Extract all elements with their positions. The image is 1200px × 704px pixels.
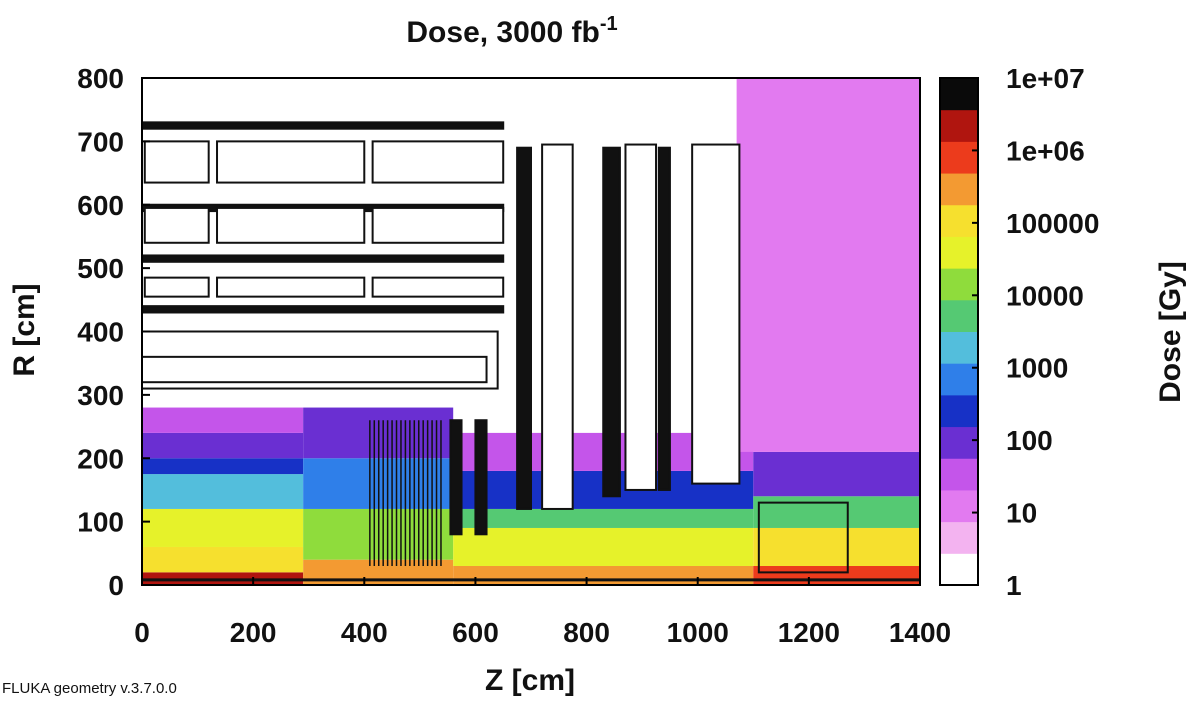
barrel-box-top-2 (371, 140, 505, 184)
endcap-disk-2 (657, 146, 671, 491)
barrel-band-2 (142, 254, 505, 263)
colorbar-swatch (940, 363, 978, 396)
x-axis-title: Z [cm] (485, 664, 575, 697)
endcap-frame-1 (624, 143, 658, 491)
endcap-ring-0 (449, 419, 463, 536)
y-tick-label: 400 (77, 317, 124, 348)
colorbar-tick-label: 1e+07 (1006, 63, 1085, 94)
forward-calorimeter-outline (757, 501, 849, 574)
colorbar-swatch (940, 78, 978, 111)
barrel-box-top-0 (143, 140, 210, 184)
inner-barrel-core (142, 355, 488, 384)
dose-region-18 (753, 496, 920, 528)
dose-region-11 (453, 565, 754, 585)
colorbar-swatch (940, 521, 978, 554)
dose-region-20 (736, 78, 920, 452)
x-axis: 0 200 400 600 800 1000 1200 1400 (134, 577, 951, 648)
y-tick-label: 0 (108, 570, 124, 601)
dose-region-1 (142, 546, 304, 573)
detector-geometry (142, 121, 920, 582)
y-axis-title: R [cm] (8, 283, 41, 376)
x-tick-label: 1000 (667, 617, 729, 648)
y-tick-label: 100 (77, 507, 124, 538)
barrel-box-top-1 (216, 140, 366, 184)
colorbar-swatch (940, 141, 978, 174)
endcap-disk-1 (602, 146, 621, 498)
dose-region-19 (753, 451, 920, 497)
barrel-box-low-0 (143, 276, 210, 298)
barrel-box-mid-1 (216, 206, 366, 244)
dose-region-13 (453, 508, 754, 528)
endcap-frame-2 (691, 143, 741, 485)
endcap-disk-0 (516, 146, 532, 510)
colorbar-swatch (940, 394, 978, 428)
dose-region-4 (142, 458, 304, 475)
colorbar-tick-label: 100 (1006, 425, 1053, 456)
dose-region-16 (753, 565, 920, 585)
colorbar-swatch (940, 204, 978, 237)
x-tick-label: 400 (341, 617, 388, 648)
x-tick-label: 1200 (778, 617, 840, 648)
dose-region-12 (453, 527, 754, 566)
y-tick-label: 300 (77, 380, 124, 411)
dose-region-3 (142, 474, 304, 509)
endcap-ring-1 (474, 419, 488, 536)
x-tick-label: 200 (230, 617, 277, 648)
barrel-box-mid-0 (143, 206, 210, 244)
x-tick-label: 0 (134, 617, 150, 648)
y-tick-label: 700 (77, 126, 124, 157)
colorbar-frame (939, 77, 979, 586)
barrel-band-3 (142, 305, 505, 314)
y-tick-label: 500 (77, 253, 124, 284)
colorbar-swatch (940, 331, 978, 364)
barrel-box-low-2 (371, 276, 505, 298)
colorbar-tick-label: 1000 (1006, 353, 1068, 384)
colorbar-swatch (940, 426, 978, 459)
colorbar-swatch (940, 173, 978, 206)
y-tick-label: 600 (77, 190, 124, 221)
dose-region-6 (142, 407, 304, 433)
colorbar-swatch (940, 553, 978, 586)
colorbar-swatch (940, 268, 978, 301)
colorbar-swatch (940, 458, 978, 491)
x-tick-label: 800 (563, 617, 610, 648)
dose-region-5 (142, 432, 304, 459)
y-tick-label: 800 (77, 63, 124, 94)
plot-area (142, 78, 920, 585)
y-tick-label: 200 (77, 443, 124, 474)
colorbar-swatch (940, 299, 978, 332)
colorbar-tick-label: 1e+06 (1006, 135, 1085, 166)
colorbar-tick-label: 1 (1006, 570, 1022, 601)
colorbar-tick-label: 100000 (1006, 208, 1099, 239)
endcap-frame-0 (541, 143, 574, 510)
x-tick-label: 600 (452, 617, 499, 648)
colorbar-title: Dose [Gy] (1154, 261, 1187, 403)
barrel-box-mid-2 (371, 206, 505, 244)
dose-region-2 (142, 508, 304, 547)
colorbar-swatch (940, 489, 978, 523)
y-axis: 0 100 200 300 400 500 600 700 800 (77, 63, 150, 601)
colorbar: 1 10 100 1000 10000 100000 1e+06 1e+07 (939, 63, 1099, 601)
colorbar-swatch (940, 236, 978, 269)
barrel-band-0 (142, 121, 505, 130)
barrel-box-low-1 (216, 276, 366, 298)
colorbar-tick-label: 10 (1006, 498, 1037, 529)
geometry-version-note: FLUKA geometry v.3.7.0.0 (2, 680, 177, 697)
colorbar-tick-label: 10000 (1006, 280, 1084, 311)
calorimeter-slats (369, 420, 442, 566)
x-tick-label: 1400 (889, 617, 951, 648)
dose-region-17 (753, 527, 920, 566)
colorbar-swatch (940, 109, 978, 142)
chart-title: Dose, 3000 fb-1 (406, 13, 617, 49)
